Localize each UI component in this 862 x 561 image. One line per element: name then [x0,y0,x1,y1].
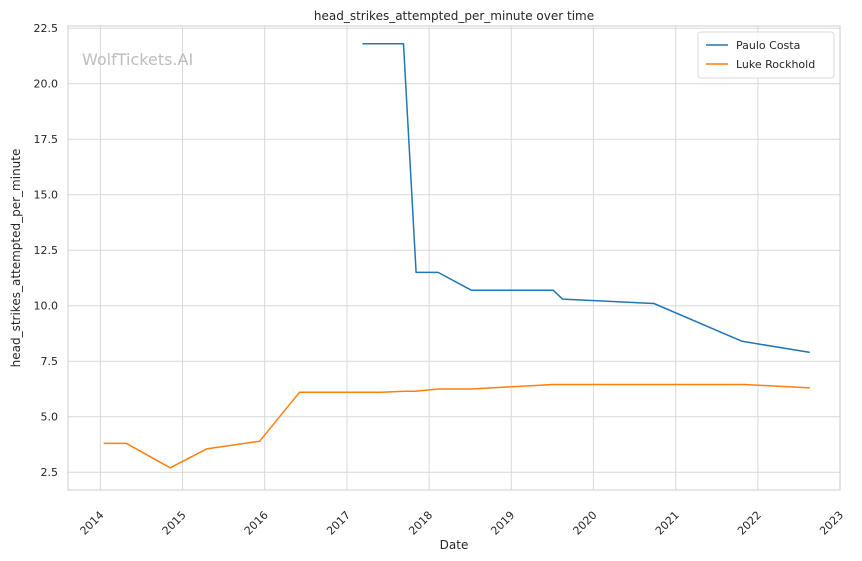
legend-box [697,31,835,79]
y-tick-label: 22.5 [34,22,59,35]
chart-title: head_strikes_attempted_per_minute over t… [314,9,594,23]
y-tick-label: 10.0 [34,300,59,313]
y-tick-label: 12.5 [34,244,59,257]
y-tick-label: 20.0 [34,78,59,91]
y-axis-label: head_strikes_attempted_per_minute [9,149,23,368]
y-tick-label: 7.5 [41,355,59,368]
y-tick-label: 5.0 [41,411,59,424]
plot-frame [67,25,841,491]
y-tick-label: 2.5 [41,466,59,479]
series-lines [103,43,810,469]
x-axis-label: Date [440,538,469,552]
legend: Paulo Costa Luke Rockhold [697,31,835,79]
y-tick-label: 17.5 [34,133,59,146]
series-line-luke-rockhold [103,383,810,469]
series-line-paulo-costa [362,43,810,354]
tick-labels: 2014 2015 2016 2017 2018 2019 2020 2021 2022 2023… [34,22,847,537]
y-tick-label: 15.0 [34,189,59,202]
watermark-text: WolfTickets.AI [82,50,193,69]
legend-label: Luke Rockhold [736,58,815,71]
legend-label: Paulo Costa [736,39,800,52]
